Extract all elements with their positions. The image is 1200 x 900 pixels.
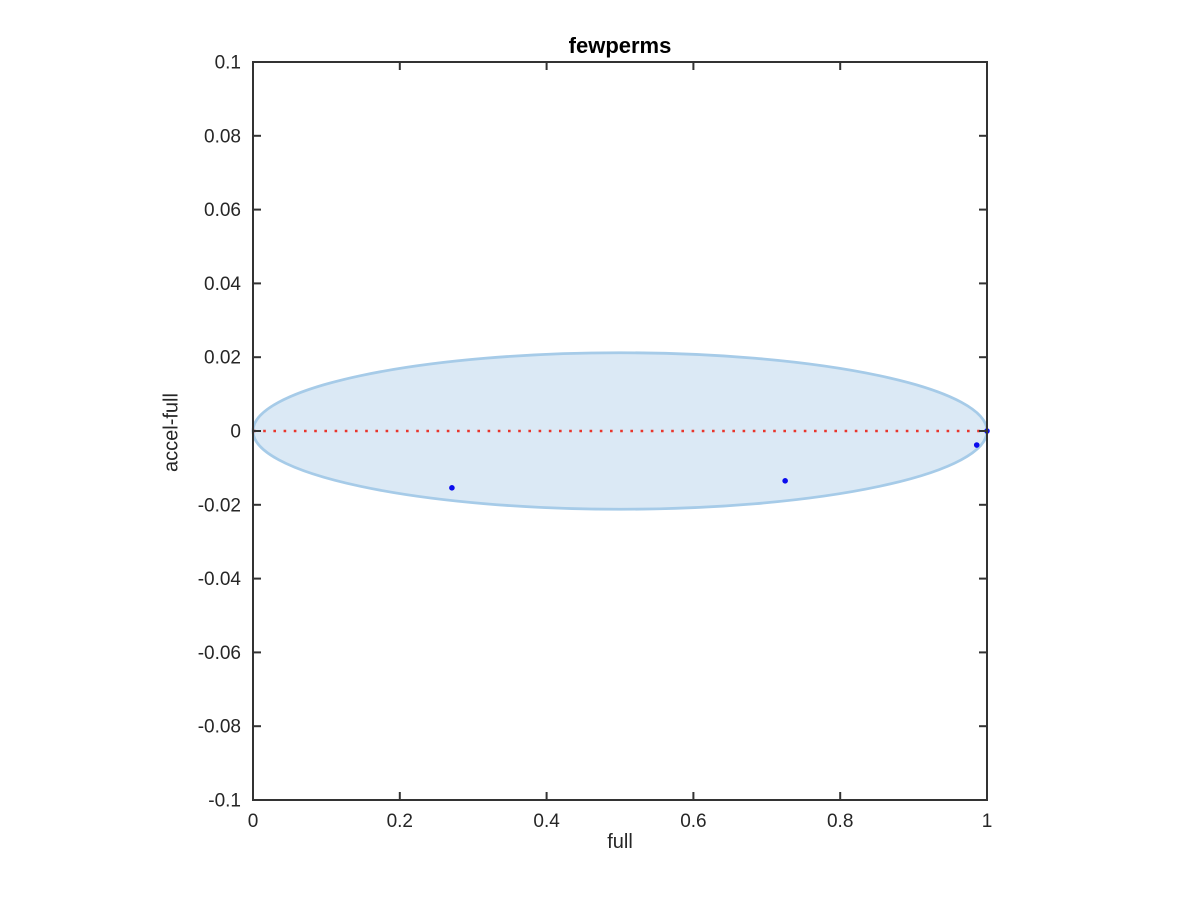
y-axis-label: accel-full xyxy=(160,393,183,472)
x-tick-label: 0.4 xyxy=(533,811,560,832)
y-tick-label: 0.04 xyxy=(204,274,241,295)
x-tick-label: 1 xyxy=(982,811,993,832)
y-tick-label: 0.02 xyxy=(204,348,241,369)
data-point xyxy=(782,478,788,484)
x-tick-label: 0 xyxy=(248,811,259,832)
data-point xyxy=(449,485,455,491)
x-tick-label: 0.2 xyxy=(387,811,413,832)
data-point xyxy=(973,442,980,448)
y-tick-label: 0 xyxy=(230,422,241,443)
x-tick-label: 0.8 xyxy=(827,811,853,832)
y-tick-label: -0.1 xyxy=(208,791,241,812)
y-tick-label: 0.06 xyxy=(204,200,241,221)
y-tick-label: -0.04 xyxy=(198,569,242,590)
y-tick-label: -0.08 xyxy=(198,717,241,738)
x-tick-label: 0.6 xyxy=(680,811,706,832)
y-tick-label: -0.06 xyxy=(198,643,241,664)
y-tick-label: 0.1 xyxy=(215,53,241,74)
y-tick-label: 0.08 xyxy=(204,126,241,147)
x-axis-label: full xyxy=(607,831,633,853)
y-tick-label: -0.02 xyxy=(198,495,241,516)
chart-title: fewperms xyxy=(568,33,672,58)
